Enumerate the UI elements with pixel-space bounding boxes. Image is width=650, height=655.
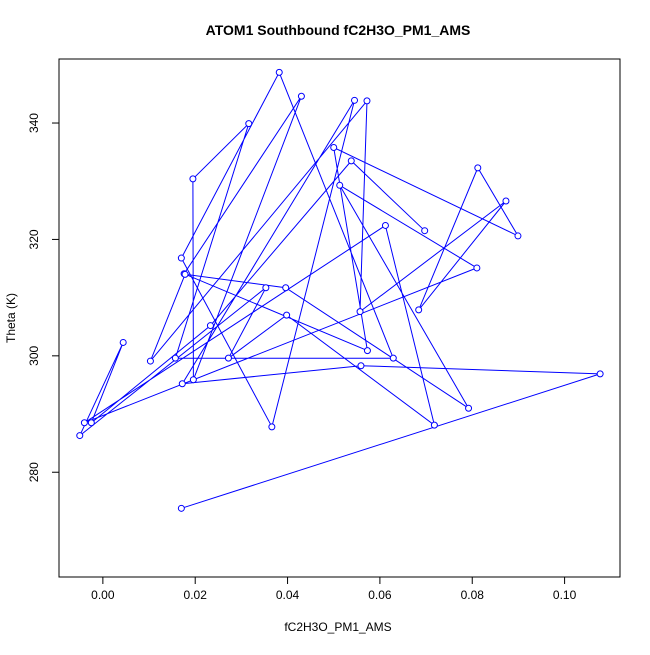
data-point (146, 357, 154, 365)
y-tick-label: 300 (27, 345, 41, 365)
data-point (363, 347, 371, 355)
data-point (245, 120, 253, 128)
data-point (282, 284, 290, 292)
data-point (357, 362, 365, 370)
x-tick-label: 0.10 (553, 588, 577, 602)
data-point (177, 504, 185, 512)
data-point (514, 232, 522, 240)
data-point (389, 354, 397, 362)
data-point (430, 421, 438, 429)
data-point (502, 197, 510, 205)
data-point (224, 354, 232, 362)
data-point (474, 164, 482, 172)
data-point (596, 370, 604, 378)
x-axis-label: fC2H3O_PM1_AMS (284, 620, 391, 634)
y-axis: 280 300 320 340 (27, 113, 60, 482)
data-point (268, 423, 276, 431)
data-point (119, 338, 127, 346)
data-point (206, 322, 214, 330)
series-points (76, 68, 604, 512)
data-point (275, 68, 283, 76)
chart-title: ATOM1 Southbound fC2H3O_PM1_AMS (206, 22, 471, 38)
data-point (178, 380, 186, 388)
data-point (297, 92, 305, 100)
x-tick-label: 0.02 (184, 588, 208, 602)
data-point (351, 96, 359, 104)
data-point (177, 254, 185, 262)
data-point (189, 376, 197, 384)
data-point (262, 284, 270, 292)
data-point (76, 432, 84, 440)
y-tick-label: 320 (27, 229, 41, 249)
data-point (171, 354, 179, 362)
data-point (330, 143, 338, 151)
x-tick-label: 0.06 (368, 588, 392, 602)
data-point (356, 308, 364, 316)
data-point (181, 270, 189, 278)
data-point (87, 419, 95, 427)
data-point (347, 157, 355, 165)
data-point (283, 311, 291, 319)
x-tick-label: 0.04 (276, 588, 300, 602)
y-axis-label: Theta (K) (4, 293, 18, 343)
data-point (80, 419, 88, 427)
x-axis: 0.00 0.02 0.04 0.06 0.08 0.10 (91, 576, 577, 602)
y-tick-label: 280 (27, 462, 41, 482)
data-point (415, 306, 423, 314)
data-point (189, 175, 197, 183)
data-point (421, 227, 429, 235)
data-point (465, 404, 473, 412)
x-tick-label: 0.00 (91, 588, 115, 602)
x-tick-label: 0.08 (461, 588, 485, 602)
data-point (336, 181, 344, 189)
data-point (473, 264, 481, 272)
y-tick-label: 340 (27, 113, 41, 133)
data-point (381, 221, 389, 229)
data-point (363, 97, 371, 105)
